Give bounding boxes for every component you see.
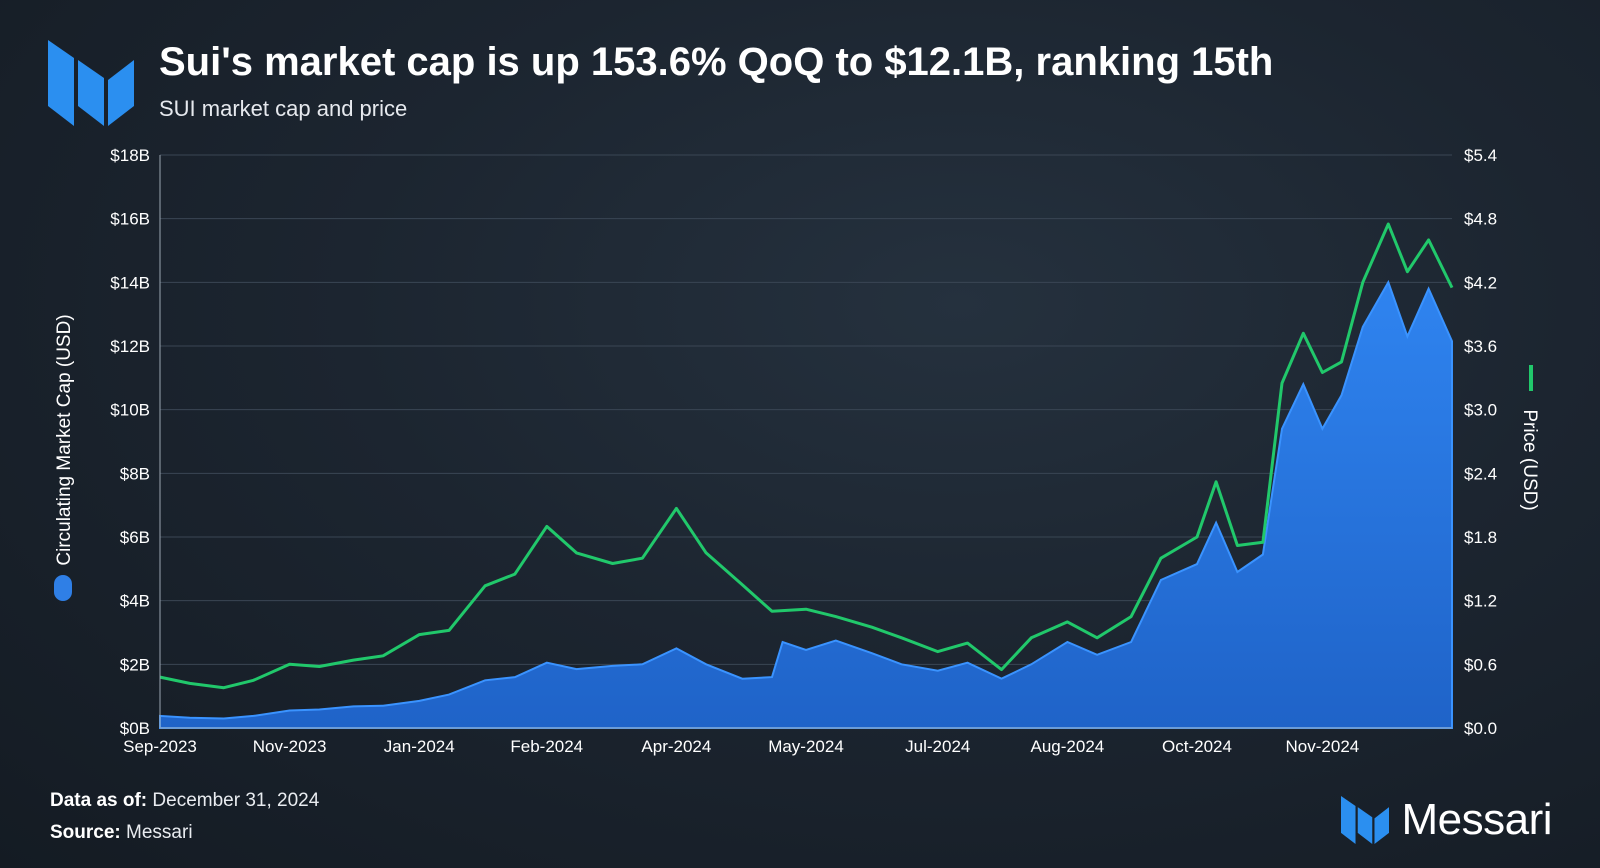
y2-tick-label: $5.4 <box>1464 146 1497 165</box>
left-axis-ticks: $0B $2B $4B $6B $8B $10B $12B $14B $16B $18B <box>110 146 150 738</box>
data-as-of-label: Data as of: <box>50 790 148 811</box>
price-legend-swatch <box>1529 365 1533 391</box>
y2-tick-label: $2.4 <box>1464 464 1497 483</box>
y2-tick-label: $4.8 <box>1464 210 1497 229</box>
chart-subtitle: SUI market cap and price <box>159 96 408 121</box>
axes <box>159 155 1452 729</box>
y2-tick-label: $3.0 <box>1464 401 1497 420</box>
y-tick-label: $16B <box>110 210 150 229</box>
y-tick-label: $2B <box>120 655 150 674</box>
x-tick-label: Sep-2023 <box>123 737 197 756</box>
y2-tick-label: $3.6 <box>1464 337 1497 356</box>
messari-logo-icon <box>48 40 134 126</box>
y-axis-label: Circulating Market Cap (USD) <box>54 314 75 565</box>
x-tick-label: Oct-2024 <box>1162 737 1232 756</box>
market-cap-legend-swatch <box>54 575 72 601</box>
y-tick-label: $12B <box>110 337 150 356</box>
y-tick-label: $0B <box>120 719 150 738</box>
source-label: Source: <box>50 822 121 843</box>
chart-title: Sui's market cap is up 153.6% QoQ to $12… <box>159 40 1274 84</box>
y2-tick-label: $0.6 <box>1464 655 1497 674</box>
y-tick-label: $6B <box>120 528 150 547</box>
x-tick-label: Aug-2024 <box>1031 737 1105 756</box>
data-as-of-value: December 31, 2024 <box>152 790 320 811</box>
y-tick-label: $8B <box>120 464 150 483</box>
right-axis-ticks: $0.0 $0.6 $1.2 $1.8 $2.4 $3.0 $3.6 $4.2 $4.8 $5.4 <box>1464 146 1497 738</box>
x-tick-label: Jan-2024 <box>384 737 455 756</box>
source: Source: Messari <box>50 822 193 844</box>
y-tick-label: $4B <box>120 592 150 611</box>
chart-canvas: $0B $2B $4B $6B $8B $10B $12B $14B $16B $18B $0.0… <box>54 146 1540 756</box>
source-value: Messari <box>126 822 193 843</box>
data-as-of: Data as of: December 31, 2024 <box>50 790 319 812</box>
messari-logo-icon <box>1341 796 1390 844</box>
x-tick-label: Nov-2024 <box>1286 737 1360 756</box>
x-tick-label: Nov-2023 <box>253 737 327 756</box>
x-tick-label: Feb-2024 <box>510 737 583 756</box>
x-tick-label: Apr-2024 <box>641 737 711 756</box>
market-cap-area <box>159 279 1453 729</box>
y2-tick-label: $4.2 <box>1464 273 1497 292</box>
x-tick-label: Jul-2024 <box>905 737 970 756</box>
market-cap-series <box>159 279 1453 729</box>
brand-lockup: Messari <box>1341 795 1552 844</box>
x-axis-ticks: Sep-2023 Nov-2023 Jan-2024 Feb-2024 Apr-2024… <box>123 737 1359 756</box>
x-tick-label: May-2024 <box>768 737 844 756</box>
y2-tick-label: $1.8 <box>1464 528 1497 547</box>
y-tick-label: $14B <box>110 273 150 292</box>
price-series <box>159 222 1454 690</box>
price-line <box>159 222 1454 690</box>
y-tick-label: $10B <box>110 401 150 420</box>
brand-name: Messari <box>1401 795 1552 844</box>
y2-tick-label: $1.2 <box>1464 592 1497 611</box>
y-tick-label: $18B <box>110 146 150 165</box>
y2-tick-label: $0.0 <box>1464 719 1497 738</box>
right-axis-label-group: Price (USD) <box>1519 365 1540 511</box>
y2-axis-label: Price (USD) <box>1519 409 1540 510</box>
left-axis-label-group: Circulating Market Cap (USD) <box>54 314 75 601</box>
